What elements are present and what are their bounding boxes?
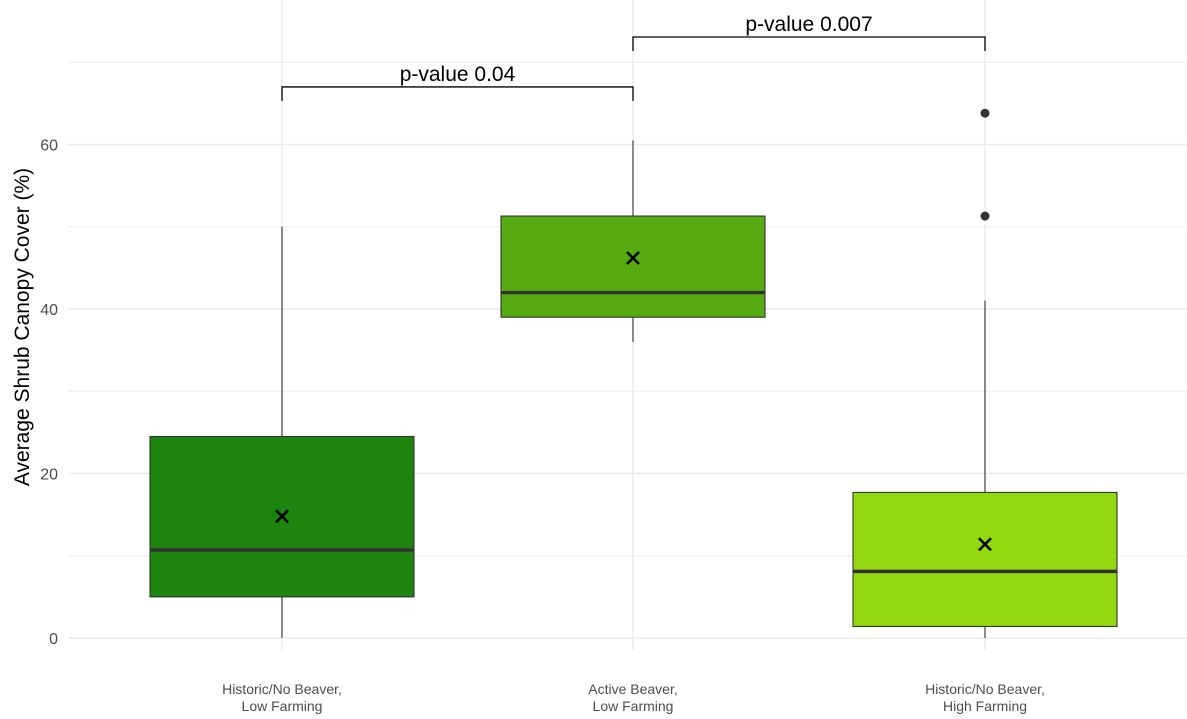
y-tick-label: 40 [40,302,58,319]
significance-bracket: p-value 0.04 [281,63,634,101]
y-tick-label: 0 [49,631,58,648]
x-category-label: Historic/No Beaver, [925,681,1045,697]
mean-marker-stroke [626,251,640,265]
mean-marker [275,509,289,524]
x-category-label: Low Farming [242,698,323,714]
mark-layer [275,108,992,552]
x-category-label: High Farming [943,698,1027,714]
bracket-line [632,36,986,51]
mean-marker [626,251,640,265]
box [852,491,1118,628]
box [500,215,766,318]
outlier-point [980,211,990,221]
p-value-label: p-value 0.007 [745,13,872,36]
y-tick-label: 60 [40,138,58,155]
significance-bracket: p-value 0.007 [632,13,986,51]
comparison-layer: p-value 0.04 p-value 0.007 [281,13,986,101]
mean-marker-stroke [275,509,289,524]
mean-marker [978,537,992,552]
bracket-line [281,86,634,101]
y-axis-title: Average Shrub Canopy Cover (%) [11,168,34,486]
whisker-layer [281,140,986,638]
y-tick-label: 20 [40,467,58,484]
x-category-label: Low Farming [593,698,674,714]
p-value-label: p-value 0.04 [400,63,516,86]
x-category-label: Active Beaver, [588,681,678,697]
outlier-point [980,108,990,118]
x-category-label: Historic/No Beaver, [222,681,342,697]
box-layer [149,215,1118,628]
mean-marker-stroke [978,537,992,552]
